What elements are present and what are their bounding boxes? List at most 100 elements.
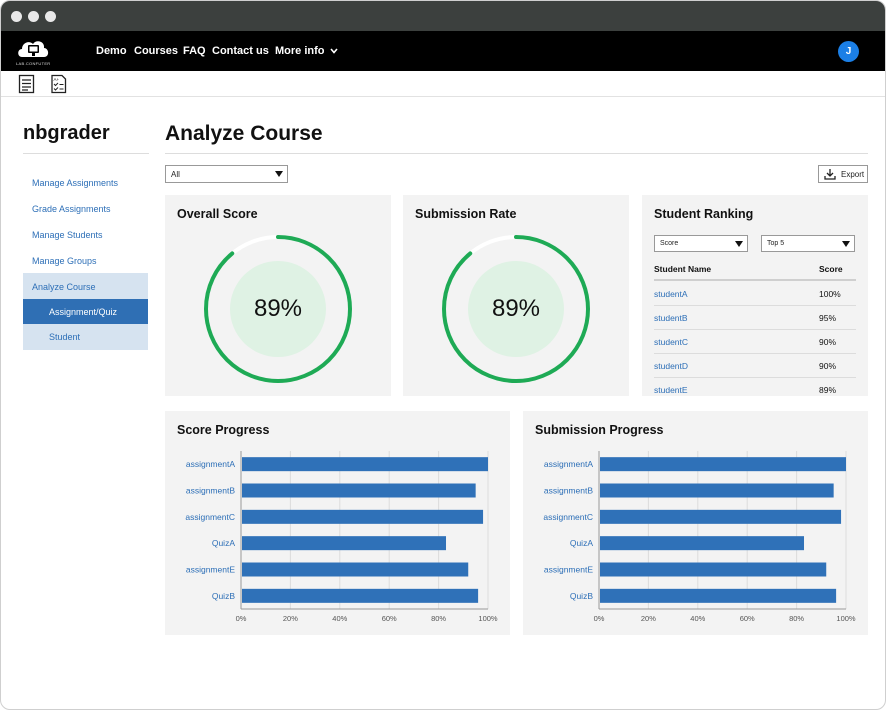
x-tick-label: 80% [431, 614, 446, 623]
bar[interactable] [242, 509, 484, 524]
x-tick-label: 60% [740, 614, 755, 623]
ranking-row-score: 89% [819, 385, 837, 395]
category-label[interactable]: assignmentA [186, 459, 235, 469]
category-label[interactable]: assignmentA [544, 459, 593, 469]
overall-score-gauge: 89% [202, 233, 354, 385]
student-ranking-card: Student Ranking Score Top 5 Student Name… [642, 195, 868, 396]
submission-progress-title: Submission Progress [535, 423, 664, 437]
graded-checklist-icon[interactable]: A+ [50, 74, 68, 94]
overall-score-title: Overall Score [177, 207, 258, 221]
overall-score-card: Overall Score 89% [165, 195, 391, 396]
x-tick-label: 40% [332, 614, 347, 623]
bar[interactable] [242, 562, 469, 577]
ranking-row-divider [654, 305, 856, 306]
nav-link-courses[interactable]: Courses [134, 45, 179, 57]
bar[interactable] [600, 536, 805, 551]
toolbar: A+ [1, 71, 885, 97]
ranking-row-score: 90% [819, 337, 837, 347]
student-ranking-title: Student Ranking [654, 207, 754, 221]
x-tick-label: 20% [641, 614, 656, 623]
bar[interactable] [242, 536, 447, 551]
nav-link-demo[interactable]: Demo [96, 45, 127, 57]
nav-link-faq[interactable]: FAQ [183, 45, 206, 57]
sidebar-item-student[interactable]: Student [49, 332, 81, 342]
ranking-row-name[interactable]: studentA [654, 289, 688, 299]
ranking-row-name[interactable]: studentE [654, 385, 688, 395]
sidebar-item-manage-students[interactable]: Manage Students [32, 230, 103, 240]
bar[interactable] [242, 457, 488, 472]
ranking-header-divider [654, 279, 856, 281]
course-filter-value: All [171, 170, 180, 179]
sidebar-item-assignment-quiz[interactable]: Assignment/Quiz [23, 299, 148, 324]
notebook-list-icon[interactable] [18, 74, 36, 94]
ranking-header-score: Score [819, 264, 843, 274]
ranking-row-divider [654, 353, 856, 354]
submission-rate-card: Submission Rate 89% [403, 195, 629, 396]
x-tick-label: 0% [236, 614, 247, 623]
category-label[interactable]: assignmentB [544, 486, 593, 496]
score-progress-title: Score Progress [177, 423, 270, 437]
download-icon [824, 169, 836, 180]
user-avatar[interactable]: J [838, 41, 859, 62]
category-label[interactable]: QuizA [570, 538, 593, 548]
top-navbar: LAB.CONFUTER Demo Courses FAQ Contact us… [1, 31, 885, 71]
export-label: Export [841, 170, 865, 179]
x-tick-label: 40% [690, 614, 705, 623]
window-zoom-dot[interactable] [45, 11, 56, 22]
sidebar-item-manage-assignments[interactable]: Manage Assignments [32, 178, 119, 188]
ranking-row-score: 100% [819, 289, 841, 299]
page-title: Analyze Course [165, 122, 323, 145]
submission-rate-ring [442, 235, 590, 383]
ranking-row-name[interactable]: studentD [654, 361, 689, 371]
category-label[interactable]: assignmentE [544, 565, 593, 575]
x-tick-label: 0% [594, 614, 605, 623]
export-button[interactable]: Export [818, 165, 868, 183]
x-tick-label: 100% [478, 614, 498, 623]
ranking-row-name[interactable]: studentC [654, 337, 689, 347]
category-label[interactable]: assignmentB [186, 486, 235, 496]
sidebar-item-manage-groups[interactable]: Manage Groups [32, 256, 97, 266]
ranking-sort-value: Score [660, 240, 679, 247]
score-progress-chart: 0% 20% 40% 60% 80% 100% assignmentA assignmentB… [185, 451, 498, 623]
sidebar-item-analyze-course[interactable]: Analyze Course [32, 282, 96, 292]
nav-link-contact[interactable]: Contact us [212, 45, 269, 57]
ranking-top-select[interactable]: Top 5 [761, 235, 855, 252]
ranking-row-divider [654, 329, 856, 330]
ranking-row-name[interactable]: studentB [654, 313, 688, 323]
category-label[interactable]: QuizB [570, 591, 593, 601]
submission-rate-value: 89% [491, 295, 541, 322]
category-label[interactable]: assignmentC [185, 512, 235, 522]
window-close-dot[interactable] [11, 11, 22, 22]
ranking-sort-select[interactable]: Score [654, 235, 748, 252]
category-label[interactable]: QuizA [212, 538, 235, 548]
category-label[interactable]: QuizB [212, 591, 235, 601]
window-minimize-dot[interactable] [28, 11, 39, 22]
bar[interactable] [600, 562, 827, 577]
submission-progress-card: Submission Progress 0% 20% 40% 60% 80% 100% as… [523, 411, 868, 635]
sidebar-group-analyze-course: Analyze Course Assignment/Quiz Student [23, 273, 148, 350]
submission-progress-chart: 0% 20% 40% 60% 80% 100% assignmentA assignmentB… [543, 451, 856, 623]
overall-score-ring [204, 235, 352, 383]
bar[interactable] [242, 483, 476, 498]
bar[interactable] [600, 588, 837, 603]
x-tick-label: 60% [382, 614, 397, 623]
bar[interactable] [242, 588, 479, 603]
dropdown-caret-icon [735, 241, 743, 247]
category-label[interactable]: assignmentE [186, 565, 235, 575]
sidebar-item-grade-assignments[interactable]: Grade Assignments [32, 204, 111, 214]
course-filter-select[interactable]: All [165, 165, 288, 183]
bar[interactable] [600, 457, 846, 472]
bar[interactable] [600, 509, 842, 524]
sidebar-divider [23, 153, 149, 154]
logo-text: LAB.CONFUTER [16, 61, 51, 66]
submission-rate-gauge: 89% [440, 233, 592, 385]
cloud-computer-logo-icon[interactable] [15, 35, 51, 67]
category-label[interactable]: assignmentC [543, 512, 593, 522]
nav-link-more-info[interactable]: More info [275, 45, 338, 57]
sidebar-item-assignment-quiz-label: Assignment/Quiz [49, 307, 118, 317]
bar[interactable] [600, 483, 834, 498]
ranking-row-divider [654, 377, 856, 378]
more-info-label: More info [275, 45, 325, 57]
dropdown-caret-icon [842, 241, 850, 247]
